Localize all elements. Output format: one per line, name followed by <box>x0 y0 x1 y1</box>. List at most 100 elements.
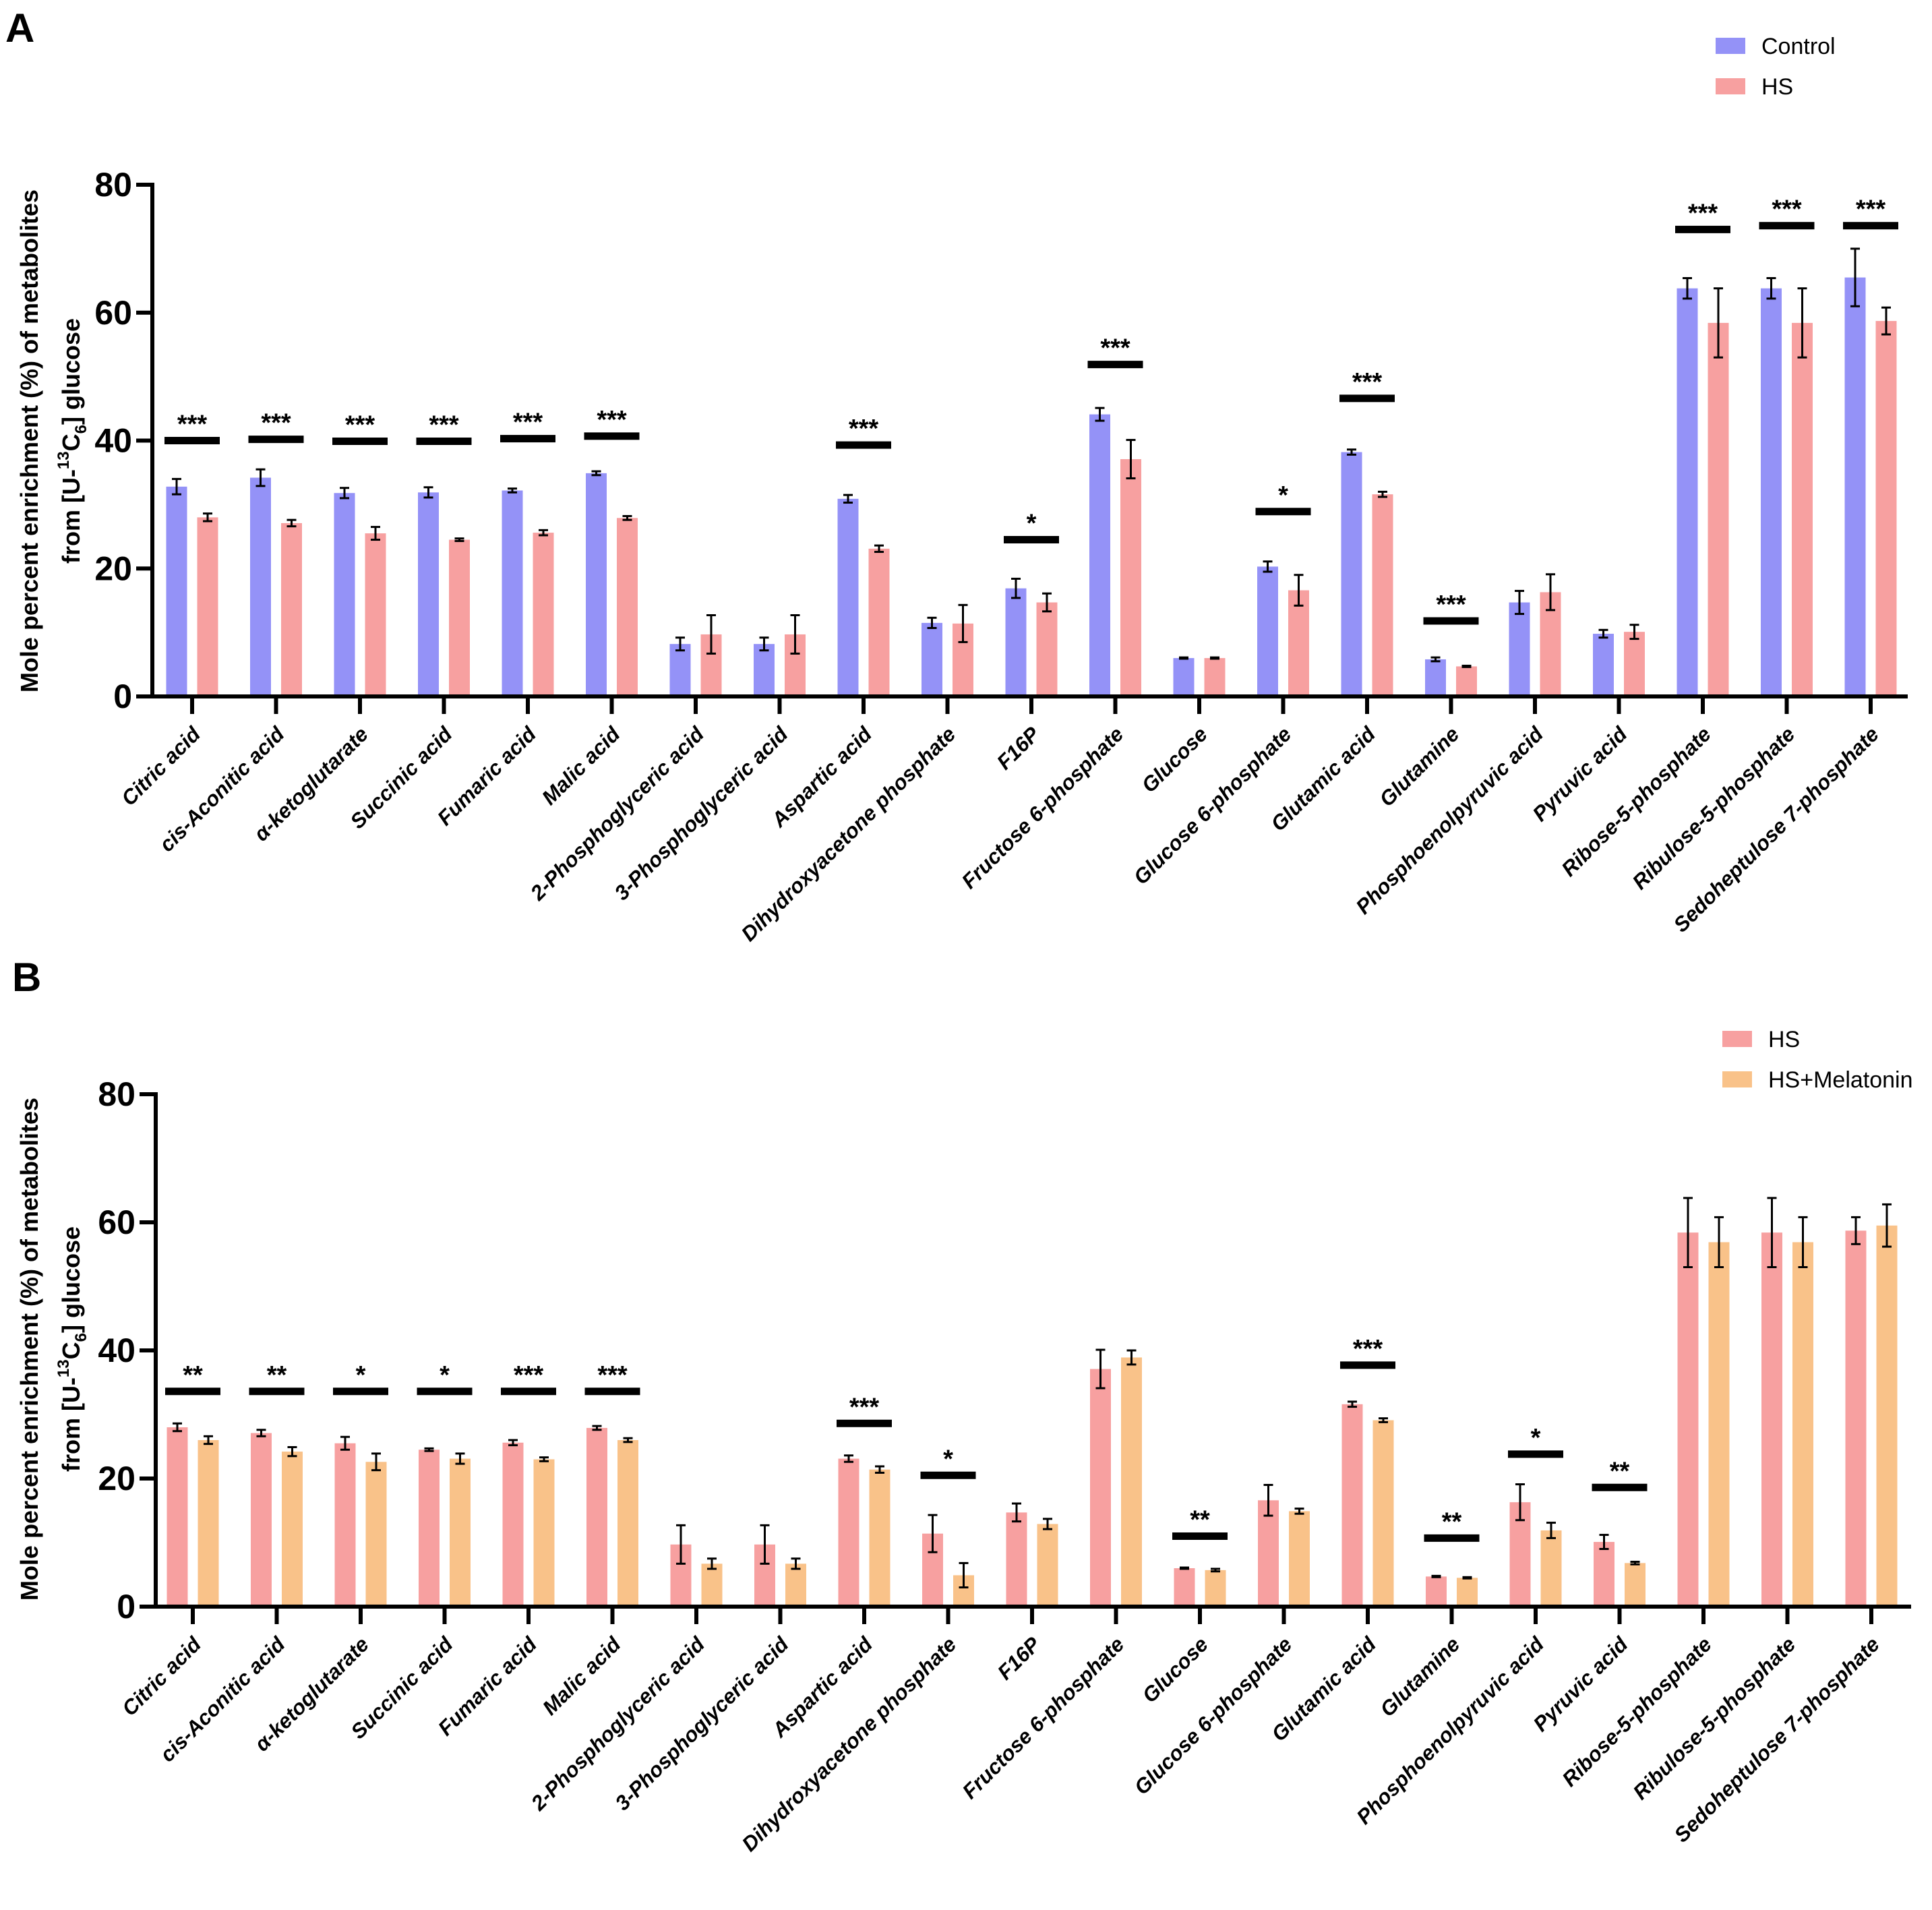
bar-hs-0 <box>167 1427 188 1607</box>
significance-label-4: *** <box>513 409 543 437</box>
y-axis-label-line1: Mole percent enrichment (%) of metabolit… <box>16 1098 43 1601</box>
error-bar-0-3 <box>424 1447 434 1452</box>
significance-label-1: *** <box>261 409 291 438</box>
bar-hs-17 <box>1594 1542 1614 1607</box>
ylabel-suffix: ] glucose <box>57 1226 85 1333</box>
significance-label-15: *** <box>1436 591 1466 619</box>
error-bar-0-10 <box>1011 577 1021 599</box>
error-bar-1-12 <box>1211 1568 1220 1573</box>
legend-label-1: HS+Melatonin <box>1768 1067 1913 1093</box>
error-bar-1-1 <box>287 1445 297 1458</box>
error-bar-1-10 <box>1043 1518 1052 1530</box>
error-bar-1-4 <box>539 529 548 537</box>
significance-label-0: ** <box>183 1361 203 1390</box>
y-tick-label-0: 0 <box>113 678 132 715</box>
significance-label-3: * <box>440 1361 450 1390</box>
y-axis-label-line1: Mole percent enrichment (%) of metabolit… <box>16 189 43 692</box>
error-bar-1-16 <box>1546 1522 1556 1539</box>
bar-control-16 <box>1509 602 1530 696</box>
error-bar-0-9 <box>928 1514 938 1553</box>
bar-hs-3 <box>449 539 470 696</box>
ylabel-suffix: ] glucose <box>57 318 85 425</box>
bar-hs-melatonin-3 <box>450 1458 471 1607</box>
bar-hs-melatonin-17 <box>1625 1563 1646 1607</box>
bar-control-17 <box>1593 634 1614 696</box>
error-bar-1-19 <box>1798 1216 1808 1268</box>
bar-control-13 <box>1257 566 1278 696</box>
significance-label-12: ** <box>1190 1506 1210 1534</box>
legend-label-0: HS <box>1768 1027 1800 1052</box>
error-bar-1-7 <box>790 614 800 655</box>
error-bar-0-0 <box>173 1422 182 1433</box>
bar-hs-melatonin-7 <box>785 1563 806 1607</box>
error-bar-1-7 <box>791 1557 801 1570</box>
error-bar-0-19 <box>1766 277 1776 300</box>
bar-hs-1 <box>251 1433 272 1607</box>
bar-hs-11 <box>1120 459 1141 696</box>
error-bar-1-20 <box>1882 1203 1892 1248</box>
error-bar-1-0 <box>204 1435 213 1445</box>
panel-letter-b: B <box>12 955 41 1000</box>
bar-control-2 <box>334 493 355 696</box>
category-label-10: F16P <box>992 722 1044 774</box>
category-label-19: Ribulose-5-phosphate <box>1629 1632 1801 1804</box>
error-bar-1-18 <box>1714 287 1723 359</box>
category-label-7: 3-Phosphoglyceric acid <box>610 721 793 905</box>
error-bar-1-1 <box>286 518 297 528</box>
bar-hs-melatonin-4 <box>533 1459 555 1607</box>
error-bar-1-3 <box>454 537 464 542</box>
significance-label-5: *** <box>597 1361 628 1390</box>
error-bar-0-19 <box>1767 1197 1777 1268</box>
category-label-0: Citric acid <box>117 721 205 810</box>
bar-hs-melatonin-13 <box>1289 1511 1310 1607</box>
bar-control-5 <box>586 473 607 696</box>
error-bar-0-12 <box>1179 656 1188 660</box>
error-bar-0-14 <box>1348 1400 1357 1408</box>
error-bar-0-2 <box>340 487 349 500</box>
category-label-11: Fructose 6-phosphate <box>957 722 1128 893</box>
bar-hs-melatonin-6 <box>701 1563 723 1607</box>
error-bar-1-12 <box>1210 656 1219 660</box>
significance-label-8: *** <box>849 1393 880 1421</box>
bar-control-3 <box>418 492 439 696</box>
y-tick-label-40: 40 <box>94 422 132 460</box>
bar-control-14 <box>1341 452 1362 696</box>
bar-control-6 <box>669 644 691 696</box>
error-bar-1-8 <box>875 1465 884 1474</box>
bar-hs-14 <box>1372 494 1393 696</box>
bar-hs-melatonin-0 <box>198 1440 219 1607</box>
bar-hs-melatonin-8 <box>869 1469 890 1607</box>
error-bar-1-5 <box>622 514 632 521</box>
y-tick-label-60: 60 <box>94 294 132 332</box>
ylabel-element: C <box>57 1342 85 1359</box>
error-bar-0-1 <box>255 468 266 487</box>
bar-control-18 <box>1677 288 1698 696</box>
category-label-7: 3-Phosphoglyceric acid <box>611 1632 794 1815</box>
error-bar-1-6 <box>706 614 716 655</box>
significance-label-19: *** <box>1772 196 1802 224</box>
y-tick-label-20: 20 <box>94 549 132 587</box>
error-bar-1-0 <box>203 512 212 523</box>
bar-hs-melatonin-10 <box>1037 1524 1058 1607</box>
bar-control-9 <box>922 622 942 696</box>
error-bar-1-13 <box>1294 574 1304 607</box>
error-bar-0-18 <box>1683 277 1692 300</box>
bar-control-10 <box>1005 588 1027 696</box>
significance-label-8: *** <box>849 415 879 443</box>
bar-hs-4 <box>533 533 554 696</box>
error-bar-1-10 <box>1042 592 1052 613</box>
error-bar-1-16 <box>1546 573 1555 611</box>
bar-control-4 <box>502 490 523 696</box>
error-bar-1-14 <box>1379 1417 1388 1423</box>
bar-hs-5 <box>586 1427 607 1607</box>
error-bar-0-8 <box>844 1454 853 1463</box>
error-bar-0-17 <box>1599 1534 1609 1550</box>
bar-hs-melatonin-1 <box>282 1452 303 1607</box>
significance-label-2: * <box>356 1361 366 1390</box>
error-bar-1-6 <box>707 1557 717 1570</box>
bar-hs-15 <box>1456 666 1477 696</box>
error-bar-0-6 <box>676 1524 686 1565</box>
error-bar-1-19 <box>1797 287 1807 359</box>
